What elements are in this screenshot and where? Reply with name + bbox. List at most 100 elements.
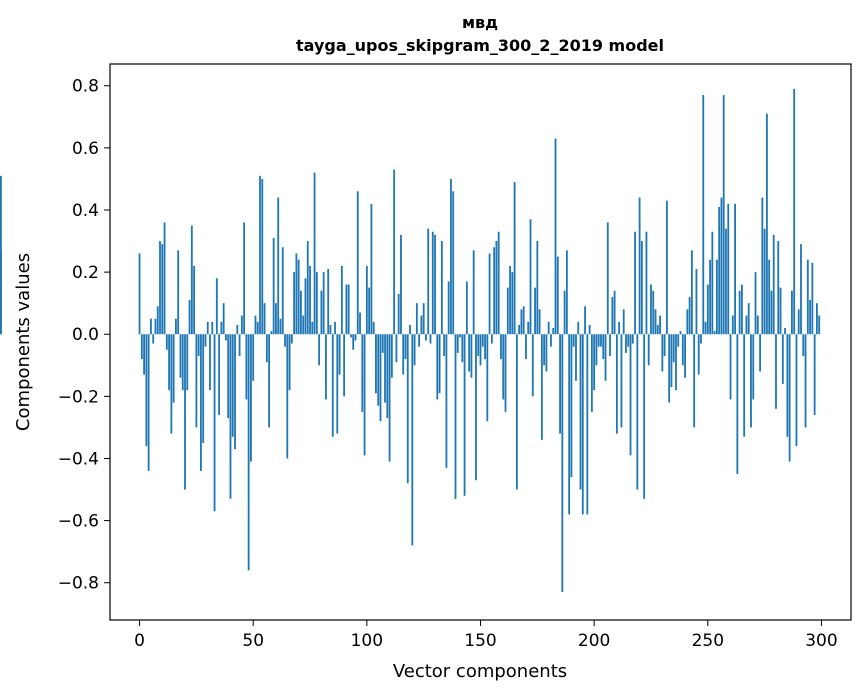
bar-73 <box>304 278 307 335</box>
bar-27 <box>200 334 202 471</box>
bar-111 <box>390 334 393 378</box>
bar-211 <box>618 321 621 335</box>
bar-157 <box>495 241 498 335</box>
bar-243 <box>690 250 693 335</box>
bar-244 <box>693 334 696 428</box>
bar-225 <box>650 284 652 335</box>
bar-170 <box>525 334 527 360</box>
bar-277 <box>768 259 771 335</box>
bar-16 <box>175 318 177 335</box>
bar-278 <box>770 290 773 335</box>
bar-176 <box>538 309 541 335</box>
bar-274 <box>761 197 764 335</box>
bar-84 <box>329 324 332 335</box>
bar-140 <box>456 334 459 353</box>
y-tick-label: 0.0 <box>72 325 99 345</box>
bar-26 <box>197 334 200 356</box>
bar-106 <box>379 334 382 422</box>
bar-234 <box>670 334 673 388</box>
bar-4 <box>147 334 150 471</box>
bar-127 <box>427 228 430 335</box>
y-tick-label: −0.6 <box>58 512 99 532</box>
bar-114 <box>397 293 400 335</box>
bar-6 <box>152 334 155 344</box>
bar-232 <box>665 200 668 335</box>
bar-23 <box>190 225 193 335</box>
bar-112 <box>393 169 396 335</box>
bar-240 <box>684 334 686 378</box>
x-tick-label: 50 <box>242 631 264 651</box>
bar-104 <box>375 334 377 394</box>
bar-202 <box>597 334 600 347</box>
bar-296 <box>811 262 814 335</box>
bar-134 <box>443 334 446 356</box>
bar-129 <box>431 231 434 335</box>
bar-48 <box>247 334 250 571</box>
plot-area-frame <box>109 63 852 621</box>
bar-165 <box>513 182 516 335</box>
bar-107 <box>381 334 384 353</box>
bar-81 <box>322 272 325 335</box>
bar-193 <box>577 321 580 335</box>
bar-171 <box>527 321 530 335</box>
bar-110 <box>388 334 391 462</box>
bar-80 <box>320 290 323 335</box>
bar-166 <box>515 334 518 490</box>
bar-49 <box>250 334 252 462</box>
bar-65 <box>286 334 289 459</box>
bar-174 <box>534 287 536 335</box>
bar-13 <box>168 334 171 391</box>
bar-70 <box>297 259 300 335</box>
y-tick-label: 0.8 <box>72 77 99 97</box>
bar-98 <box>361 334 364 412</box>
bar-231 <box>663 334 666 356</box>
bar-238 <box>679 331 682 335</box>
bar-118 <box>406 334 409 484</box>
bar-220 <box>638 197 641 335</box>
bar-158 <box>497 231 500 335</box>
bar-222 <box>643 334 646 499</box>
bar-297 <box>813 334 816 415</box>
bar-58 <box>270 331 273 335</box>
bar-219 <box>636 334 639 490</box>
bar-28 <box>202 334 205 443</box>
bar-125 <box>422 303 425 335</box>
bar-239 <box>681 334 684 366</box>
bar-77 <box>313 172 316 335</box>
bar-150 <box>479 334 482 366</box>
bar-113 <box>395 334 398 363</box>
bar-67 <box>290 334 293 344</box>
bar-136 <box>447 281 450 335</box>
y-tick-label: 0.4 <box>72 201 99 221</box>
bar-253 <box>713 331 716 335</box>
bar-299 <box>818 315 821 335</box>
bar-207 <box>609 334 611 356</box>
bar-85 <box>331 334 334 437</box>
bar-195 <box>581 334 584 515</box>
bar-178 <box>543 334 546 366</box>
x-tick-label: 150 <box>464 631 496 651</box>
bar-11 <box>163 222 166 335</box>
bar-42 <box>234 334 236 450</box>
bar-159 <box>500 334 502 360</box>
bar-160 <box>502 334 505 400</box>
bar-156 <box>493 247 496 335</box>
bar-1 <box>140 334 143 360</box>
bar-148 <box>475 334 477 481</box>
bar-41 <box>231 334 234 437</box>
bar-72 <box>302 315 305 335</box>
bar-209 <box>613 290 616 335</box>
bar-38 <box>225 334 227 341</box>
bar-137 <box>450 178 452 335</box>
bar-18 <box>179 334 182 378</box>
bar-260 <box>729 334 732 400</box>
bar-291 <box>800 244 802 335</box>
bar-167 <box>518 324 521 335</box>
bar-34 <box>215 278 218 335</box>
bar-258 <box>725 228 727 335</box>
bar-124 <box>420 315 423 335</box>
y-tick-label: −0.8 <box>58 574 99 594</box>
bar-116 <box>402 334 405 375</box>
bar-100 <box>365 265 368 335</box>
bar-281 <box>777 241 780 335</box>
